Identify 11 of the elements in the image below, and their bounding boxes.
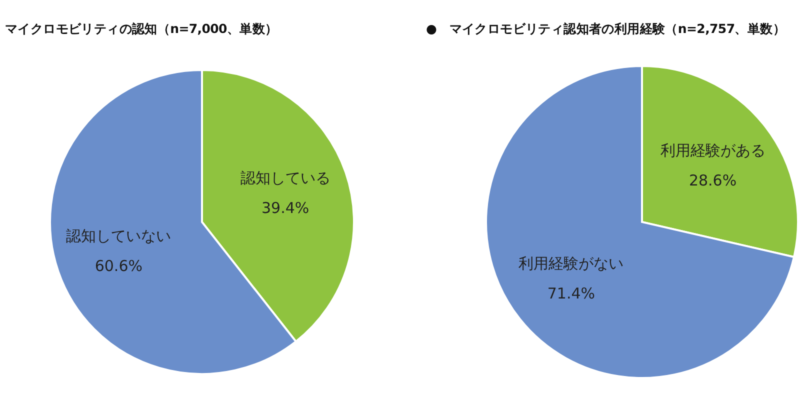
data-label: 28.6% <box>688 172 737 190</box>
chart-title: マイクロモビリティの認知（n=7,000、単数） <box>5 21 278 38</box>
slice-label: 利用経験がない <box>518 254 624 272</box>
slice-label: 認知していない <box>66 226 172 245</box>
slice-label: 利用経験がある <box>660 142 766 160</box>
slice-label: 認知している <box>240 169 330 188</box>
data-label: 71.4% <box>547 284 596 302</box>
data-label: 39.4% <box>261 199 310 218</box>
data-label: 60.6% <box>94 256 143 275</box>
pie-slice <box>485 65 796 379</box>
chart-title: ● マイクロモビリティ認知者の利用経験（n=2,757、単数） <box>426 21 786 38</box>
